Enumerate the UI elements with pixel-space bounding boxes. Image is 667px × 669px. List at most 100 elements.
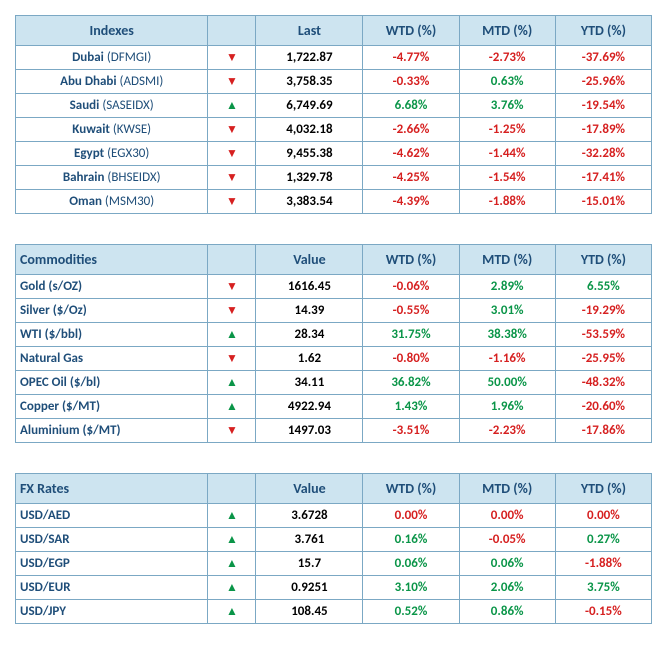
row-name: Natural Gas	[16, 347, 208, 371]
arrow-up-icon: ▲	[208, 371, 256, 395]
row-value: 34.11	[256, 371, 363, 395]
row-name: Egypt (EGX30)	[16, 142, 208, 166]
row-ytd: 0.00%	[555, 504, 651, 528]
row-mtd: -2.73%	[459, 46, 555, 70]
row-value: 4922.94	[256, 395, 363, 419]
row-ytd: -19.54%	[555, 94, 651, 118]
row-ytd: 6.55%	[555, 275, 651, 299]
row-value: 3,758.35	[256, 70, 363, 94]
row-wtd: -4.62%	[363, 142, 459, 166]
row-value: 4,032.18	[256, 118, 363, 142]
arrow-down-icon: ▼	[208, 299, 256, 323]
row-name: WTI ($/bbl)	[16, 323, 208, 347]
header-pct-1: MTD (%)	[459, 474, 555, 504]
row-ytd: -37.69%	[555, 46, 651, 70]
table-row: USD/SAR▲3.7610.16%-0.05%0.27%	[16, 528, 652, 552]
row-name: USD/AED	[16, 504, 208, 528]
row-name: USD/JPY	[16, 600, 208, 624]
row-mtd: -1.54%	[459, 166, 555, 190]
row-ytd: -17.86%	[555, 419, 651, 443]
table-row: OPEC Oil ($/bl)▲34.1136.82%50.00%-48.32%	[16, 371, 652, 395]
row-value: 108.45	[256, 600, 363, 624]
row-ytd: -17.89%	[555, 118, 651, 142]
row-mtd: 0.06%	[459, 552, 555, 576]
row-value: 1497.03	[256, 419, 363, 443]
row-value: 1.62	[256, 347, 363, 371]
header-pct-0: WTD (%)	[363, 16, 459, 46]
row-mtd: -1.88%	[459, 190, 555, 214]
row-wtd: -2.66%	[363, 118, 459, 142]
row-wtd: -3.51%	[363, 419, 459, 443]
header-pct-2: YTD (%)	[555, 16, 651, 46]
header-value: Value	[256, 474, 363, 504]
arrow-up-icon: ▲	[208, 576, 256, 600]
header-pct-0: WTD (%)	[363, 474, 459, 504]
table-row: USD/EUR▲0.92513.10%2.06%3.75%	[16, 576, 652, 600]
row-ytd: -53.59%	[555, 323, 651, 347]
row-mtd: -1.25%	[459, 118, 555, 142]
header-name: FX Rates	[16, 474, 208, 504]
arrow-down-icon: ▼	[208, 166, 256, 190]
header-direction	[208, 16, 256, 46]
row-wtd: -0.80%	[363, 347, 459, 371]
row-name: USD/SAR	[16, 528, 208, 552]
row-ytd: 0.27%	[555, 528, 651, 552]
table-row: USD/AED▲3.67280.00%0.00%0.00%	[16, 504, 652, 528]
arrow-down-icon: ▼	[208, 190, 256, 214]
header-pct-0: WTD (%)	[363, 245, 459, 275]
arrow-up-icon: ▲	[208, 552, 256, 576]
arrow-up-icon: ▲	[208, 395, 256, 419]
row-name: OPEC Oil ($/bl)	[16, 371, 208, 395]
row-value: 6,749.69	[256, 94, 363, 118]
row-value: 3,383.54	[256, 190, 363, 214]
row-ytd: -25.95%	[555, 347, 651, 371]
table-row: WTI ($/bbl)▲28.3431.75%38.38%-53.59%	[16, 323, 652, 347]
arrow-down-icon: ▼	[208, 118, 256, 142]
row-wtd: -4.77%	[363, 46, 459, 70]
row-mtd: 38.38%	[459, 323, 555, 347]
row-wtd: -0.06%	[363, 275, 459, 299]
row-ytd: -32.28%	[555, 142, 651, 166]
row-name: USD/EUR	[16, 576, 208, 600]
row-wtd: 3.10%	[363, 576, 459, 600]
row-value: 14.39	[256, 299, 363, 323]
row-ytd: -1.88%	[555, 552, 651, 576]
row-mtd: 0.00%	[459, 504, 555, 528]
header-direction	[208, 245, 256, 275]
table-row: Gold (s/OZ)▼1616.45-0.06%2.89%6.55%	[16, 275, 652, 299]
row-ytd: -20.60%	[555, 395, 651, 419]
row-wtd: -4.39%	[363, 190, 459, 214]
arrow-down-icon: ▼	[208, 347, 256, 371]
row-wtd: 1.43%	[363, 395, 459, 419]
row-ytd: -19.29%	[555, 299, 651, 323]
row-ytd: -15.01%	[555, 190, 651, 214]
table-row: Aluminium ($/MT)▼1497.03-3.51%-2.23%-17.…	[16, 419, 652, 443]
row-wtd: -4.25%	[363, 166, 459, 190]
row-name: Silver ($/Oz)	[16, 299, 208, 323]
row-wtd: 36.82%	[363, 371, 459, 395]
arrow-down-icon: ▼	[208, 46, 256, 70]
row-wtd: 0.06%	[363, 552, 459, 576]
header-direction	[208, 474, 256, 504]
arrow-down-icon: ▼	[208, 275, 256, 299]
commodities-table: CommoditiesValueWTD (%)MTD (%)YTD (%)Gol…	[15, 244, 652, 443]
row-ytd: -48.32%	[555, 371, 651, 395]
row-name: Oman (MSM30)	[16, 190, 208, 214]
row-mtd: 3.76%	[459, 94, 555, 118]
table-row: USD/JPY▲108.450.52%0.86%-0.15%	[16, 600, 652, 624]
arrow-up-icon: ▲	[208, 600, 256, 624]
header-name: Commodities	[16, 245, 208, 275]
header-name: Indexes	[16, 16, 208, 46]
table-row: Dubai (DFMGI)▼1,722.87-4.77%-2.73%-37.69…	[16, 46, 652, 70]
arrow-up-icon: ▲	[208, 94, 256, 118]
row-ytd: -17.41%	[555, 166, 651, 190]
row-ytd: -0.15%	[555, 600, 651, 624]
row-wtd: 6.68%	[363, 94, 459, 118]
indexes-table: IndexesLastWTD (%)MTD (%)YTD (%)Dubai (D…	[15, 15, 652, 214]
row-mtd: 0.63%	[459, 70, 555, 94]
row-value: 3.6728	[256, 504, 363, 528]
row-mtd: -2.23%	[459, 419, 555, 443]
row-value: 1616.45	[256, 275, 363, 299]
row-name: Abu Dhabi (ADSMI)	[16, 70, 208, 94]
row-mtd: 2.06%	[459, 576, 555, 600]
